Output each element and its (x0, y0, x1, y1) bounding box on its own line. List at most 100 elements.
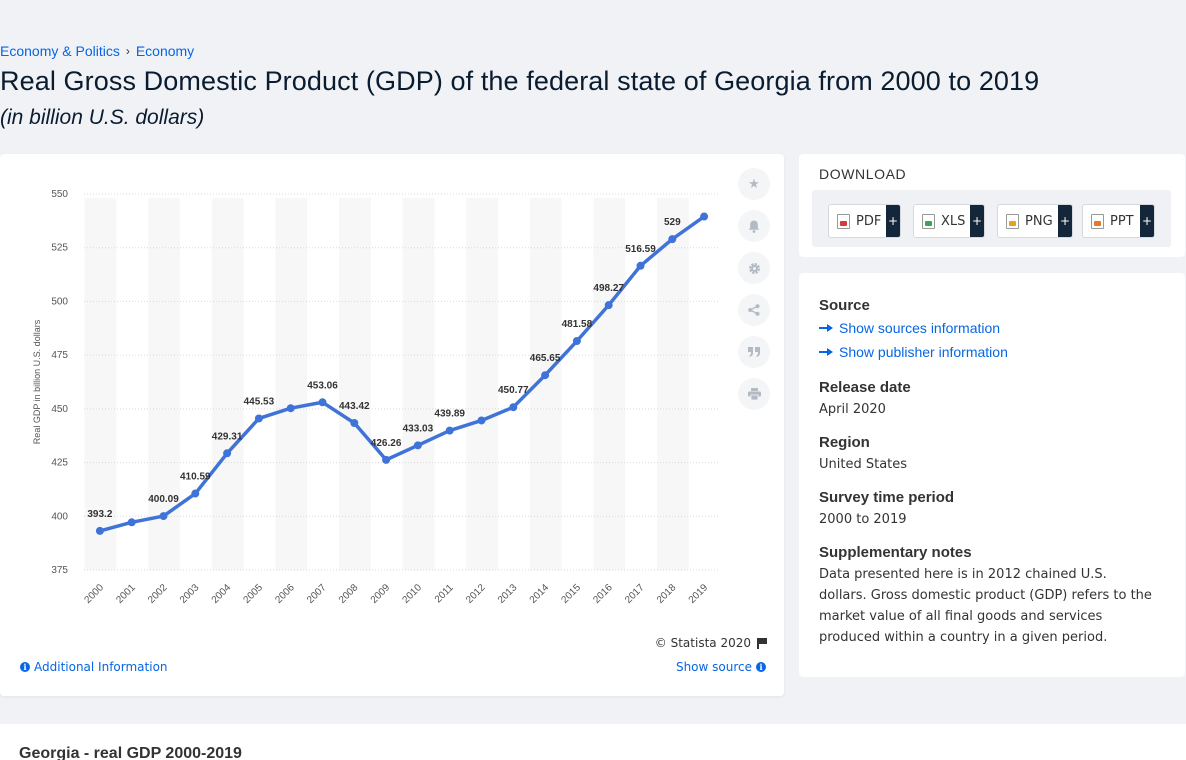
data-label: 465.65 (530, 353, 561, 364)
download-xls-button[interactable]: XLS + (913, 204, 985, 238)
data-point (413, 441, 422, 450)
data-point (127, 518, 136, 527)
download-ppt-button[interactable]: PPT + (1082, 204, 1155, 238)
x-tick-label: 2012 (464, 582, 488, 606)
data-label: 443.42 (339, 401, 370, 412)
download-png-button[interactable]: PNG + (997, 204, 1073, 238)
source-heading: Source (819, 297, 870, 314)
data-point (223, 449, 232, 458)
chart-card: 375 400 425 450 475 500 525 550 Real GDP in bill… (0, 154, 784, 696)
data-label: 481.58 (562, 319, 593, 330)
column-band (211, 198, 244, 570)
pdf-file-icon (837, 213, 850, 229)
plus-icon: + (1140, 205, 1154, 237)
related-section: Georgia - real GDP 2000-2019 (0, 724, 1186, 760)
x-tick-label: 2009 (369, 582, 393, 606)
series-line (98, 214, 706, 533)
download-pdf-button[interactable]: PDF + (828, 204, 901, 238)
breadcrumb-economy-politics[interactable]: Economy & Politics (0, 43, 120, 59)
data-label: 453.06 (307, 380, 338, 391)
region-value: United States (819, 457, 908, 472)
column-band (657, 198, 689, 570)
print-icon[interactable] (738, 378, 770, 410)
data-point (254, 414, 263, 423)
x-tick-label: 2006 (273, 582, 297, 606)
x-tick-label: 2002 (146, 582, 170, 606)
info-icon: i (20, 662, 30, 672)
x-tick-label: 2015 (560, 582, 584, 606)
show-publisher-label: Show publisher information (839, 344, 1008, 360)
flag-icon[interactable] (757, 637, 768, 649)
y-tick-label: 500 (51, 296, 68, 307)
region-heading: Region (819, 434, 870, 451)
y-axis-label: Real GDP in billion U.S. dollars (32, 319, 42, 444)
y-tick-label: 425 (51, 458, 68, 469)
column-band (402, 198, 435, 570)
ppt-file-icon (1091, 213, 1104, 229)
x-tick-label: 2000 (83, 582, 107, 606)
data-label: 426.26 (371, 438, 402, 449)
related-title: Georgia - real GDP 2000-2019 (19, 745, 242, 760)
data-point (286, 404, 295, 413)
data-label: 450.77 (498, 385, 529, 396)
y-tick-label: 375 (51, 565, 68, 576)
data-point (445, 426, 454, 435)
page-title: Real Gross Domestic Product (GDP) of the… (0, 66, 1040, 96)
copyright-notice: © Statista 2020 (655, 636, 768, 650)
y-tick-label: 475 (51, 350, 68, 361)
bell-icon[interactable] (738, 210, 770, 242)
column-band (84, 198, 117, 570)
release-date-value: April 2020 (819, 402, 886, 417)
x-tick-label: 2019 (687, 582, 711, 606)
data-label: 445.53 (244, 396, 275, 407)
column-band (275, 198, 308, 570)
column-band (339, 198, 371, 570)
share-icon[interactable] (738, 294, 770, 326)
data-label: 498.27 (593, 283, 624, 294)
download-xls-label: XLS (941, 213, 966, 229)
supplementary-notes-heading: Supplementary notes (819, 544, 972, 561)
xls-file-icon (922, 213, 935, 229)
breadcrumb-economy[interactable]: Economy (135, 43, 195, 59)
arrow-right-icon (819, 323, 833, 333)
x-tick-label: 2004 (210, 582, 234, 606)
info-icon: i (756, 662, 766, 672)
data-point (509, 403, 518, 412)
release-date-heading: Release date (819, 379, 911, 396)
data-point (700, 212, 709, 221)
quote-icon[interactable] (738, 336, 770, 368)
data-point (541, 371, 550, 380)
additional-information-label: Additional Information (34, 660, 168, 674)
supplementary-notes-value: Data presented here is in 2012 chained U… (819, 567, 1152, 645)
show-publisher-link[interactable]: Show publisher information (819, 344, 1008, 360)
x-tick-label: 2017 (623, 582, 647, 606)
data-point (382, 455, 391, 464)
download-png-label: PNG (1025, 213, 1053, 229)
data-label: 439.89 (434, 409, 465, 420)
show-sources-label: Show sources information (839, 320, 1001, 336)
data-point (636, 261, 645, 270)
x-tick-label: 2014 (528, 582, 552, 606)
y-tick-label: 400 (51, 511, 68, 522)
arrow-right-icon (819, 347, 833, 357)
additional-information-link[interactable]: i Additional Information (20, 660, 168, 674)
x-tick-label: 2001 (114, 582, 138, 606)
data-point (95, 526, 104, 535)
survey-period-value: 2000 to 2019 (819, 512, 907, 527)
gear-icon[interactable] (738, 252, 770, 284)
download-ppt-label: PPT (1110, 213, 1134, 229)
data-point (668, 235, 677, 244)
page-subtitle: (in billion U.S. dollars) (0, 106, 205, 129)
download-pdf-label: PDF (856, 213, 882, 229)
data-label: 433.03 (403, 423, 434, 434)
star-icon[interactable]: ★ (738, 168, 770, 200)
data-point (604, 301, 613, 310)
breadcrumb: Economy & Politics › Economy (0, 43, 194, 59)
x-tick-label: 2016 (591, 582, 615, 606)
data-label: 393.2 (87, 509, 112, 520)
show-source-link[interactable]: Show source i (676, 660, 766, 674)
download-buttons: PDF + XLS + PNG + PPT + (812, 190, 1171, 247)
x-tick-label: 2005 (242, 582, 266, 606)
show-sources-link[interactable]: Show sources information (819, 320, 1000, 336)
x-tick-label: 2010 (401, 582, 425, 606)
